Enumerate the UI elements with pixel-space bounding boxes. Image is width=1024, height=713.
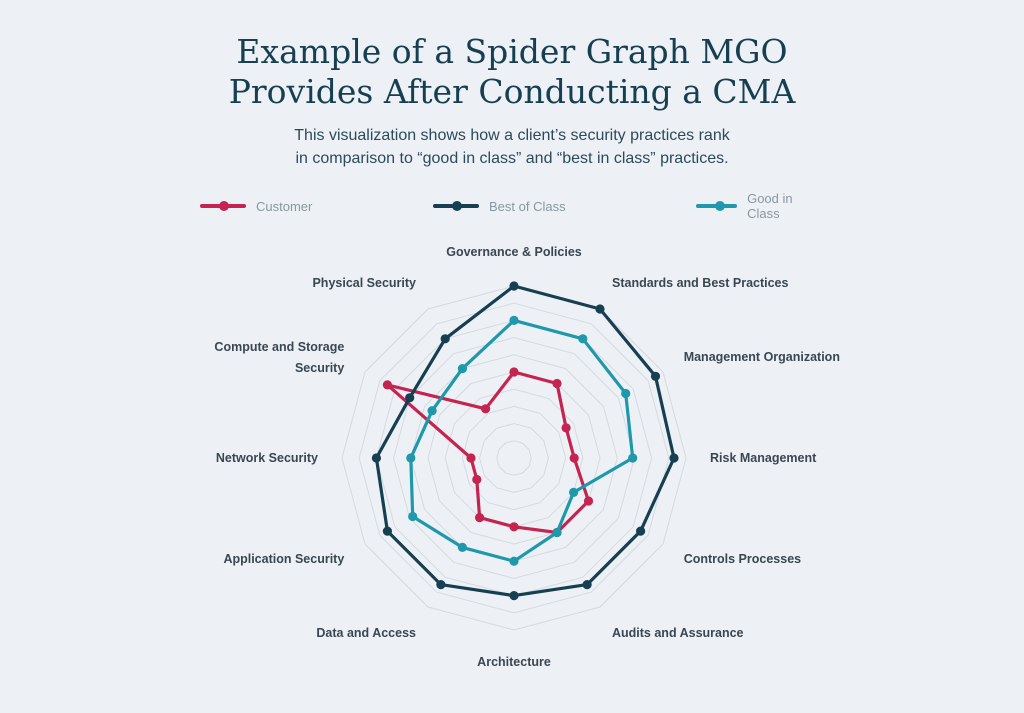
- legend-dot-best-of-class: [452, 201, 462, 211]
- radar-axis-labels: Governance & Policies Standards and Best …: [214, 245, 840, 669]
- chart-subtitle: This visualization shows how a client’s …: [0, 124, 1024, 170]
- axis-label-controls-processes: Controls Processes: [684, 552, 801, 566]
- axis-label-governance-and-policies: Governance & Policies: [446, 245, 582, 259]
- series-best-of-class: [371, 281, 679, 601]
- legend-swatch-good-in-class: [696, 201, 738, 211]
- point-customer-physical-security: [481, 404, 491, 414]
- legend-item-best-of-class: Best of Class: [433, 196, 566, 216]
- point-customer-risk-management: [569, 453, 579, 463]
- point-best-of-class-physical-security: [440, 334, 450, 344]
- point-customer-controls-processes: [583, 496, 594, 506]
- legend-label-good-in-class: Good in Class: [747, 191, 793, 221]
- grid-ring-1: [496, 440, 532, 476]
- point-good-in-class-governance-and-policies: [509, 315, 519, 325]
- axis-label-risk-management: Risk Management: [710, 451, 817, 465]
- series-good-in-class: [406, 315, 638, 566]
- grid-ring-10: [341, 285, 687, 631]
- point-best-of-class-standards-and-best-practices: [595, 304, 605, 314]
- axis-label-line: Compute and Storage: [214, 340, 344, 354]
- title-line-1: Example of a Spider Graph MGO: [236, 32, 788, 71]
- point-customer-management-organization: [561, 423, 571, 433]
- point-best-of-class-governance-and-policies: [509, 281, 519, 291]
- point-best-of-class-controls-processes: [636, 526, 646, 536]
- point-best-of-class-network-security: [371, 453, 381, 463]
- point-good-in-class-risk-management: [628, 453, 638, 463]
- axis-label-line: Security: [295, 361, 344, 375]
- axis-label-network-security: Network Security: [216, 451, 318, 465]
- chart-title: Example of a Spider Graph MGO Provides A…: [0, 32, 1024, 112]
- point-best-of-class-data-and-access: [436, 580, 446, 590]
- legend-dot-good-in-class: [715, 201, 725, 211]
- legend-dot-customer: [219, 201, 229, 211]
- legend-label-customer: Customer: [256, 198, 313, 214]
- point-customer-governance-and-policies: [509, 367, 519, 377]
- point-good-in-class-architecture: [509, 556, 519, 566]
- radar-series: [371, 281, 679, 601]
- axis-label-management-organization: Management Organization: [684, 350, 840, 364]
- point-customer-network-security: [466, 453, 476, 463]
- point-customer-architecture: [509, 522, 519, 532]
- grid-ring-3: [461, 405, 567, 511]
- legend-swatch-customer: [200, 201, 246, 211]
- point-good-in-class-physical-security: [457, 364, 467, 374]
- point-best-of-class-management-organization: [650, 371, 661, 381]
- legend-item-good-in-class: Good in Class: [696, 191, 820, 221]
- axis-label-architecture: Architecture: [477, 655, 551, 669]
- legend-swatch-best-of-class: [433, 201, 479, 211]
- point-good-in-class-management-organization: [621, 388, 631, 399]
- point-best-of-class-audits-and-assurance: [582, 580, 592, 590]
- point-good-in-class-network-security: [406, 453, 416, 463]
- point-good-in-class-standards-and-best-practices: [578, 334, 588, 344]
- axis-label-application-security: Application Security: [223, 552, 344, 566]
- point-best-of-class-application-security: [382, 526, 392, 536]
- point-customer-standards-and-best-practices: [552, 378, 562, 389]
- grid-ring-2: [479, 423, 549, 493]
- point-best-of-class-compute-and-storage-security: [405, 393, 415, 403]
- axis-label-audits-and-assurance: Audits and Assurance: [612, 626, 744, 640]
- point-customer-compute-and-storage-security: [382, 380, 392, 390]
- point-good-in-class-controls-processes: [569, 487, 579, 497]
- grid-ring-9: [358, 302, 670, 614]
- legend-label-best-of-class: Best of Class: [489, 198, 566, 214]
- point-good-in-class-data-and-access: [457, 542, 467, 553]
- legend: Customer Best of Class Good in Class: [200, 191, 820, 221]
- axis-label-data-and-access: Data and Access: [316, 626, 416, 640]
- axis-label-physical-security: Physical Security: [312, 276, 416, 290]
- point-customer-application-security: [472, 474, 482, 485]
- legend-item-customer: Customer: [200, 196, 312, 216]
- point-customer-data-and-access: [475, 513, 485, 523]
- point-best-of-class-risk-management: [669, 453, 679, 463]
- axis-label-standards-and-best-practices: Standards and Best Practices: [612, 276, 789, 290]
- subtitle-line-2: in comparison to “good in class” and “be…: [295, 150, 729, 167]
- subtitle-line-1: This visualization shows how a client’s …: [294, 127, 730, 144]
- point-good-in-class-compute-and-storage-security: [427, 406, 437, 416]
- grid-ring-5: [427, 371, 601, 545]
- point-good-in-class-audits-and-assurance: [552, 527, 562, 538]
- grid-ring-8: [375, 319, 653, 597]
- point-best-of-class-architecture: [509, 591, 519, 601]
- title-line-2: Provides After Conducting a CMA: [228, 72, 796, 111]
- point-good-in-class-application-security: [408, 511, 418, 522]
- axis-label-compute-and-storage-security: Compute and Storage Security: [214, 340, 344, 375]
